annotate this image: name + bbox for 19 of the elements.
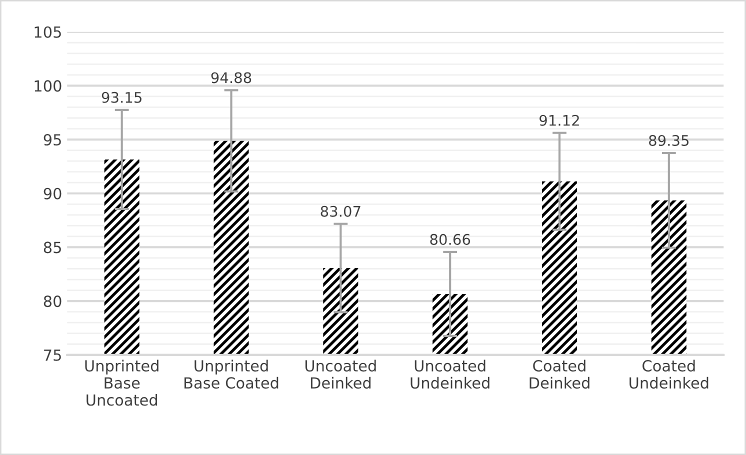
- y-tick-label: 95: [44, 134, 61, 146]
- y-tick-label: 75: [44, 350, 61, 361]
- annotation: 93.15: [102, 92, 142, 103]
- y-tick-label: 100: [34, 80, 62, 92]
- x-tick-label: Uncoated Undeinked: [410, 360, 490, 389]
- x-tick-label: Unprinted Base Coated: [184, 360, 278, 389]
- x-tick-label: Uncoated Deinked: [305, 360, 376, 389]
- annotation: 94.88: [211, 72, 252, 84]
- annotation: 91.12: [540, 114, 579, 126]
- x-tick-label: Coated Deinked: [530, 360, 590, 389]
- annotation: 89.35: [649, 134, 689, 146]
- annotation: 83.07: [320, 206, 360, 217]
- x-tick-label: Unprinted Base Uncoated: [85, 360, 158, 406]
- x-tick-label: Coated Undeinked: [630, 360, 708, 389]
- annotation: 80.66: [430, 234, 470, 245]
- y-tick-label: 85: [44, 242, 61, 254]
- y-tick-label: 90: [44, 188, 62, 200]
- y-tick-label: 80: [44, 296, 62, 308]
- y-tick-label: 105: [34, 26, 61, 38]
